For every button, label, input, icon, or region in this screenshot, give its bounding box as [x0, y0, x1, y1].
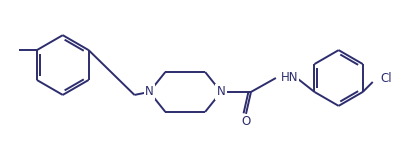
Text: HN: HN — [281, 71, 298, 84]
Text: N: N — [217, 85, 225, 98]
Text: N: N — [145, 85, 154, 98]
Text: O: O — [242, 115, 251, 128]
Text: Cl: Cl — [381, 73, 392, 86]
